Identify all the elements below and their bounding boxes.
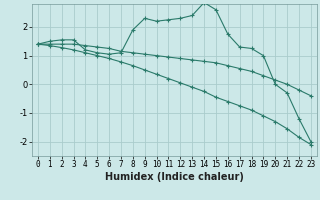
X-axis label: Humidex (Indice chaleur): Humidex (Indice chaleur) xyxy=(105,172,244,182)
